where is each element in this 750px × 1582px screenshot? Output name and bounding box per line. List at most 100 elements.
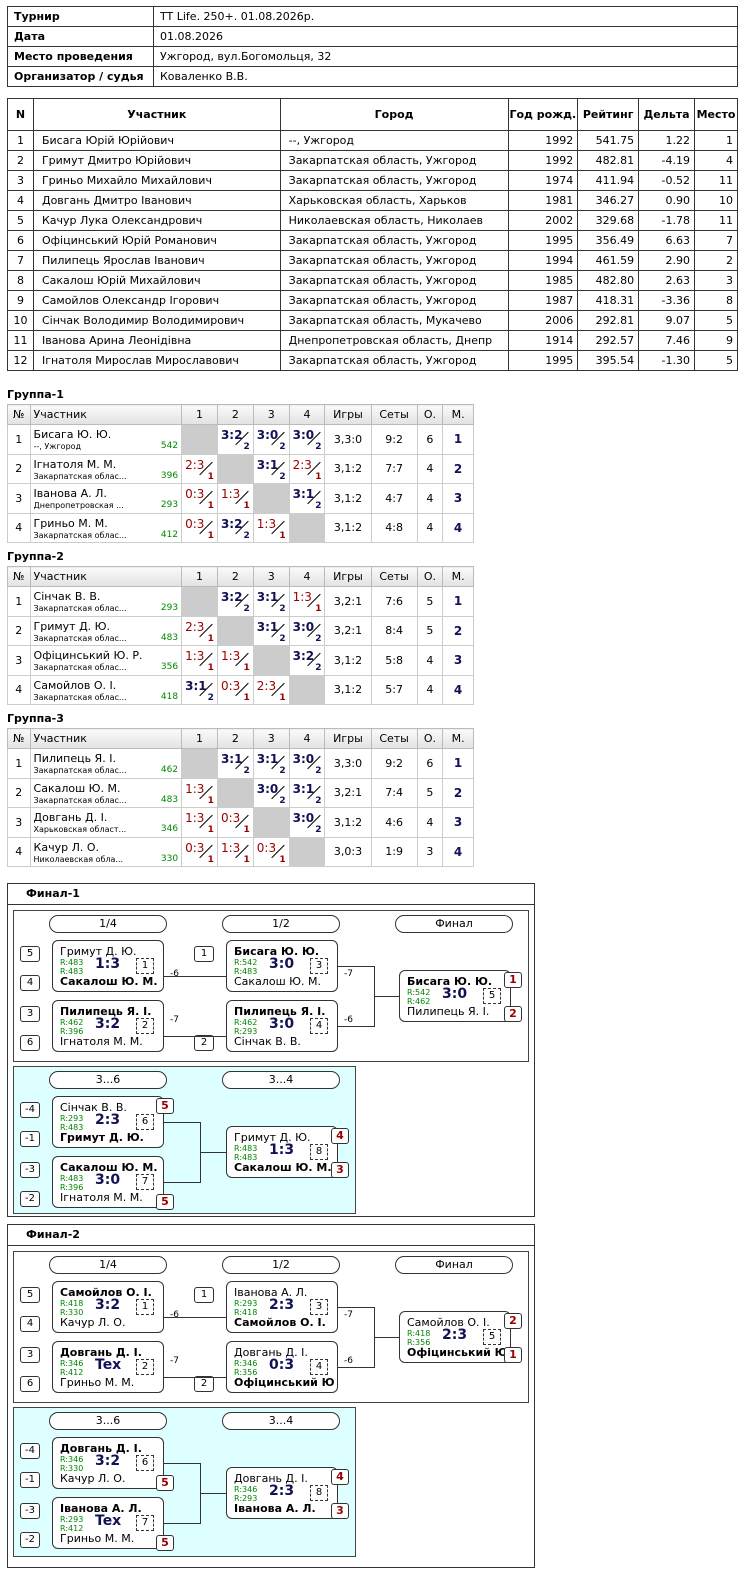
player-cell: 292.57: [577, 330, 640, 351]
match-result-cell: 3:2 2: [288, 645, 326, 676]
match-score: 3:1: [220, 752, 243, 767]
match-points: 1: [243, 854, 250, 865]
round-header: 3...4: [222, 1071, 340, 1089]
player-b-name: Ігнатоля М. М.: [60, 1191, 143, 1204]
player-cell: Бисага Юрій Юрійович: [32, 130, 281, 151]
match-result: 3:0 2: [254, 425, 289, 453]
place-cell: 1: [442, 586, 474, 617]
points-cell: 3: [416, 836, 444, 867]
player-a-name: Довгань Д. І.: [234, 1472, 308, 1485]
match-result: 3:1 2: [290, 484, 325, 512]
place-cell: 1: [442, 748, 474, 779]
player-a-name: Самойлов О. І.: [60, 1286, 152, 1299]
player-cell: Закарпатская область, Ужгород: [279, 170, 509, 191]
group-row: 1 Бисага Ю. Ю. --, Ужгород 542 3:2 2 3:0 2 3:0 2 3…: [7, 424, 474, 455]
match-result: 2:3 1: [182, 455, 217, 483]
participant-rating: 462: [160, 765, 179, 776]
match-points: 2: [315, 766, 322, 777]
player-cell: 6: [7, 230, 34, 251]
match-score: 1:3: [292, 590, 312, 605]
match-result: 0:3 1: [182, 514, 217, 542]
match-result: 3:1 2: [290, 779, 325, 807]
group-row: 3 Офіцинський Ю. Р. Закарпатская облас... 3…: [7, 645, 474, 676]
group-row: 4 Самойлов О. І. Закарпатская облас... 418 3…: [7, 674, 474, 705]
place-cell: 3: [442, 483, 474, 514]
player-cell: 7: [694, 230, 738, 251]
self-match-cell: [288, 836, 326, 867]
player-b-name: Іванова А. Л.: [234, 1502, 316, 1515]
points-cell: 5: [416, 586, 444, 617]
player-cell: 4: [7, 190, 34, 211]
participant-cell: Сінчак В. В. Закарпатская облас... 293: [29, 586, 183, 617]
info-row: Организатор / судья Коваленко В.В.: [7, 66, 738, 87]
player-a-name: Іванова А. Л.: [234, 1286, 308, 1299]
match-result-cell: 3:1 2: [252, 748, 290, 779]
participant-block: Довгань Д. І. Харьковская област... 346: [31, 808, 182, 836]
player-cell: 1995: [507, 350, 579, 371]
player-b-rating: R:330: [60, 1308, 84, 1317]
seed-badge: -2: [20, 1532, 40, 1548]
player-a-rating: R:293: [60, 1114, 84, 1123]
player-cell: -3.36: [638, 290, 695, 311]
games-cell: 3,1:2: [324, 645, 372, 676]
match-score: 1:3: [220, 840, 241, 855]
participant-rating: 396: [160, 470, 179, 481]
points-cell: 4: [416, 645, 444, 676]
place-badge: 3: [331, 1162, 349, 1178]
player-row: 4 Довгань Дмитро Іванович Харьковская обла…: [7, 190, 738, 211]
player-a-rating: R:462: [234, 1018, 258, 1027]
player-a-rating: R:483: [60, 958, 84, 967]
player-row: 5 Качур Лука Олександрович Николаевская об…: [7, 210, 738, 231]
player-cell: 1981: [507, 190, 579, 211]
loser-label: -6: [170, 969, 179, 979]
player-a-name: Довгань Д. І.: [60, 1346, 142, 1359]
player-b-rating: R:483: [60, 967, 84, 976]
participant-rating: 346: [160, 824, 179, 835]
group-row: 2 Ігнатоля М. М. Закарпатская облас... 396 2…: [7, 453, 474, 484]
participant-city: Харьковская област...: [33, 825, 127, 835]
match-result: 3:2 2: [290, 646, 325, 674]
group-header: Игры: [324, 728, 372, 749]
info-key: Дата: [7, 26, 154, 47]
match-result: 0:3 1: [182, 484, 217, 512]
participant-name: Самойлов О. І.: [33, 678, 117, 692]
bracket-line: [374, 1337, 399, 1338]
match-number: 3: [310, 958, 328, 974]
points-cell: 5: [416, 615, 444, 646]
match-result-cell: 3:0 2: [288, 807, 326, 838]
match-score: 3:2: [220, 428, 243, 443]
info-row: Место проведения Ужгород, вул.Богомольця,…: [7, 46, 738, 67]
info-row: Турнир TT Life. 250+. 01.08.2026р.: [7, 6, 738, 27]
player-a-name: Довгань Д. І.: [234, 1346, 308, 1359]
match-number: 4: [310, 1359, 328, 1375]
match-points: 2: [243, 766, 250, 777]
seed-badge: -4: [20, 1443, 40, 1459]
group-row-number: 3: [7, 645, 31, 676]
group-title: Группа-1: [7, 388, 64, 401]
match-score: 2:3: [269, 1483, 295, 1499]
player-cell: 7: [7, 250, 34, 271]
seed-badge: 2: [194, 1035, 214, 1051]
match-score: 0:3: [256, 840, 277, 855]
participant-name: Сакалош Ю. М.: [33, 781, 121, 795]
points-cell: 6: [416, 748, 444, 779]
participant-block: Сакалош Ю. М. Закарпатская облас... 483: [31, 779, 182, 807]
bracket-line: [164, 1523, 200, 1524]
match-result: 1:3 1: [290, 587, 325, 615]
games-cell: 3,2:1: [324, 586, 372, 617]
seed-badge: 5: [20, 946, 40, 962]
consolation-bracket: 3...6 3...4 -4 -1 Довгань Д. І. R:346 R:330 3:2…: [13, 1407, 356, 1557]
place-cell: 2: [442, 777, 474, 808]
player-cell: 1: [7, 130, 34, 151]
round-header: Финал: [395, 915, 513, 933]
group-row-number: 2: [7, 777, 31, 808]
player-a-name: Сакалош Ю. М.: [60, 1161, 158, 1174]
player-cell: 11: [7, 330, 34, 351]
player-a-rating: R:293: [234, 1299, 258, 1308]
match-result-cell: 2:3 1: [181, 453, 218, 484]
group-header: 2: [216, 566, 254, 587]
match-box: Іванова А. Л. R:293 R:418 2:3 3 Самойлов О. І…: [226, 1281, 338, 1333]
match-result: 2:3 1: [182, 617, 217, 645]
final-title: Финал-1: [26, 887, 80, 900]
match-score: 3:0: [292, 811, 315, 826]
